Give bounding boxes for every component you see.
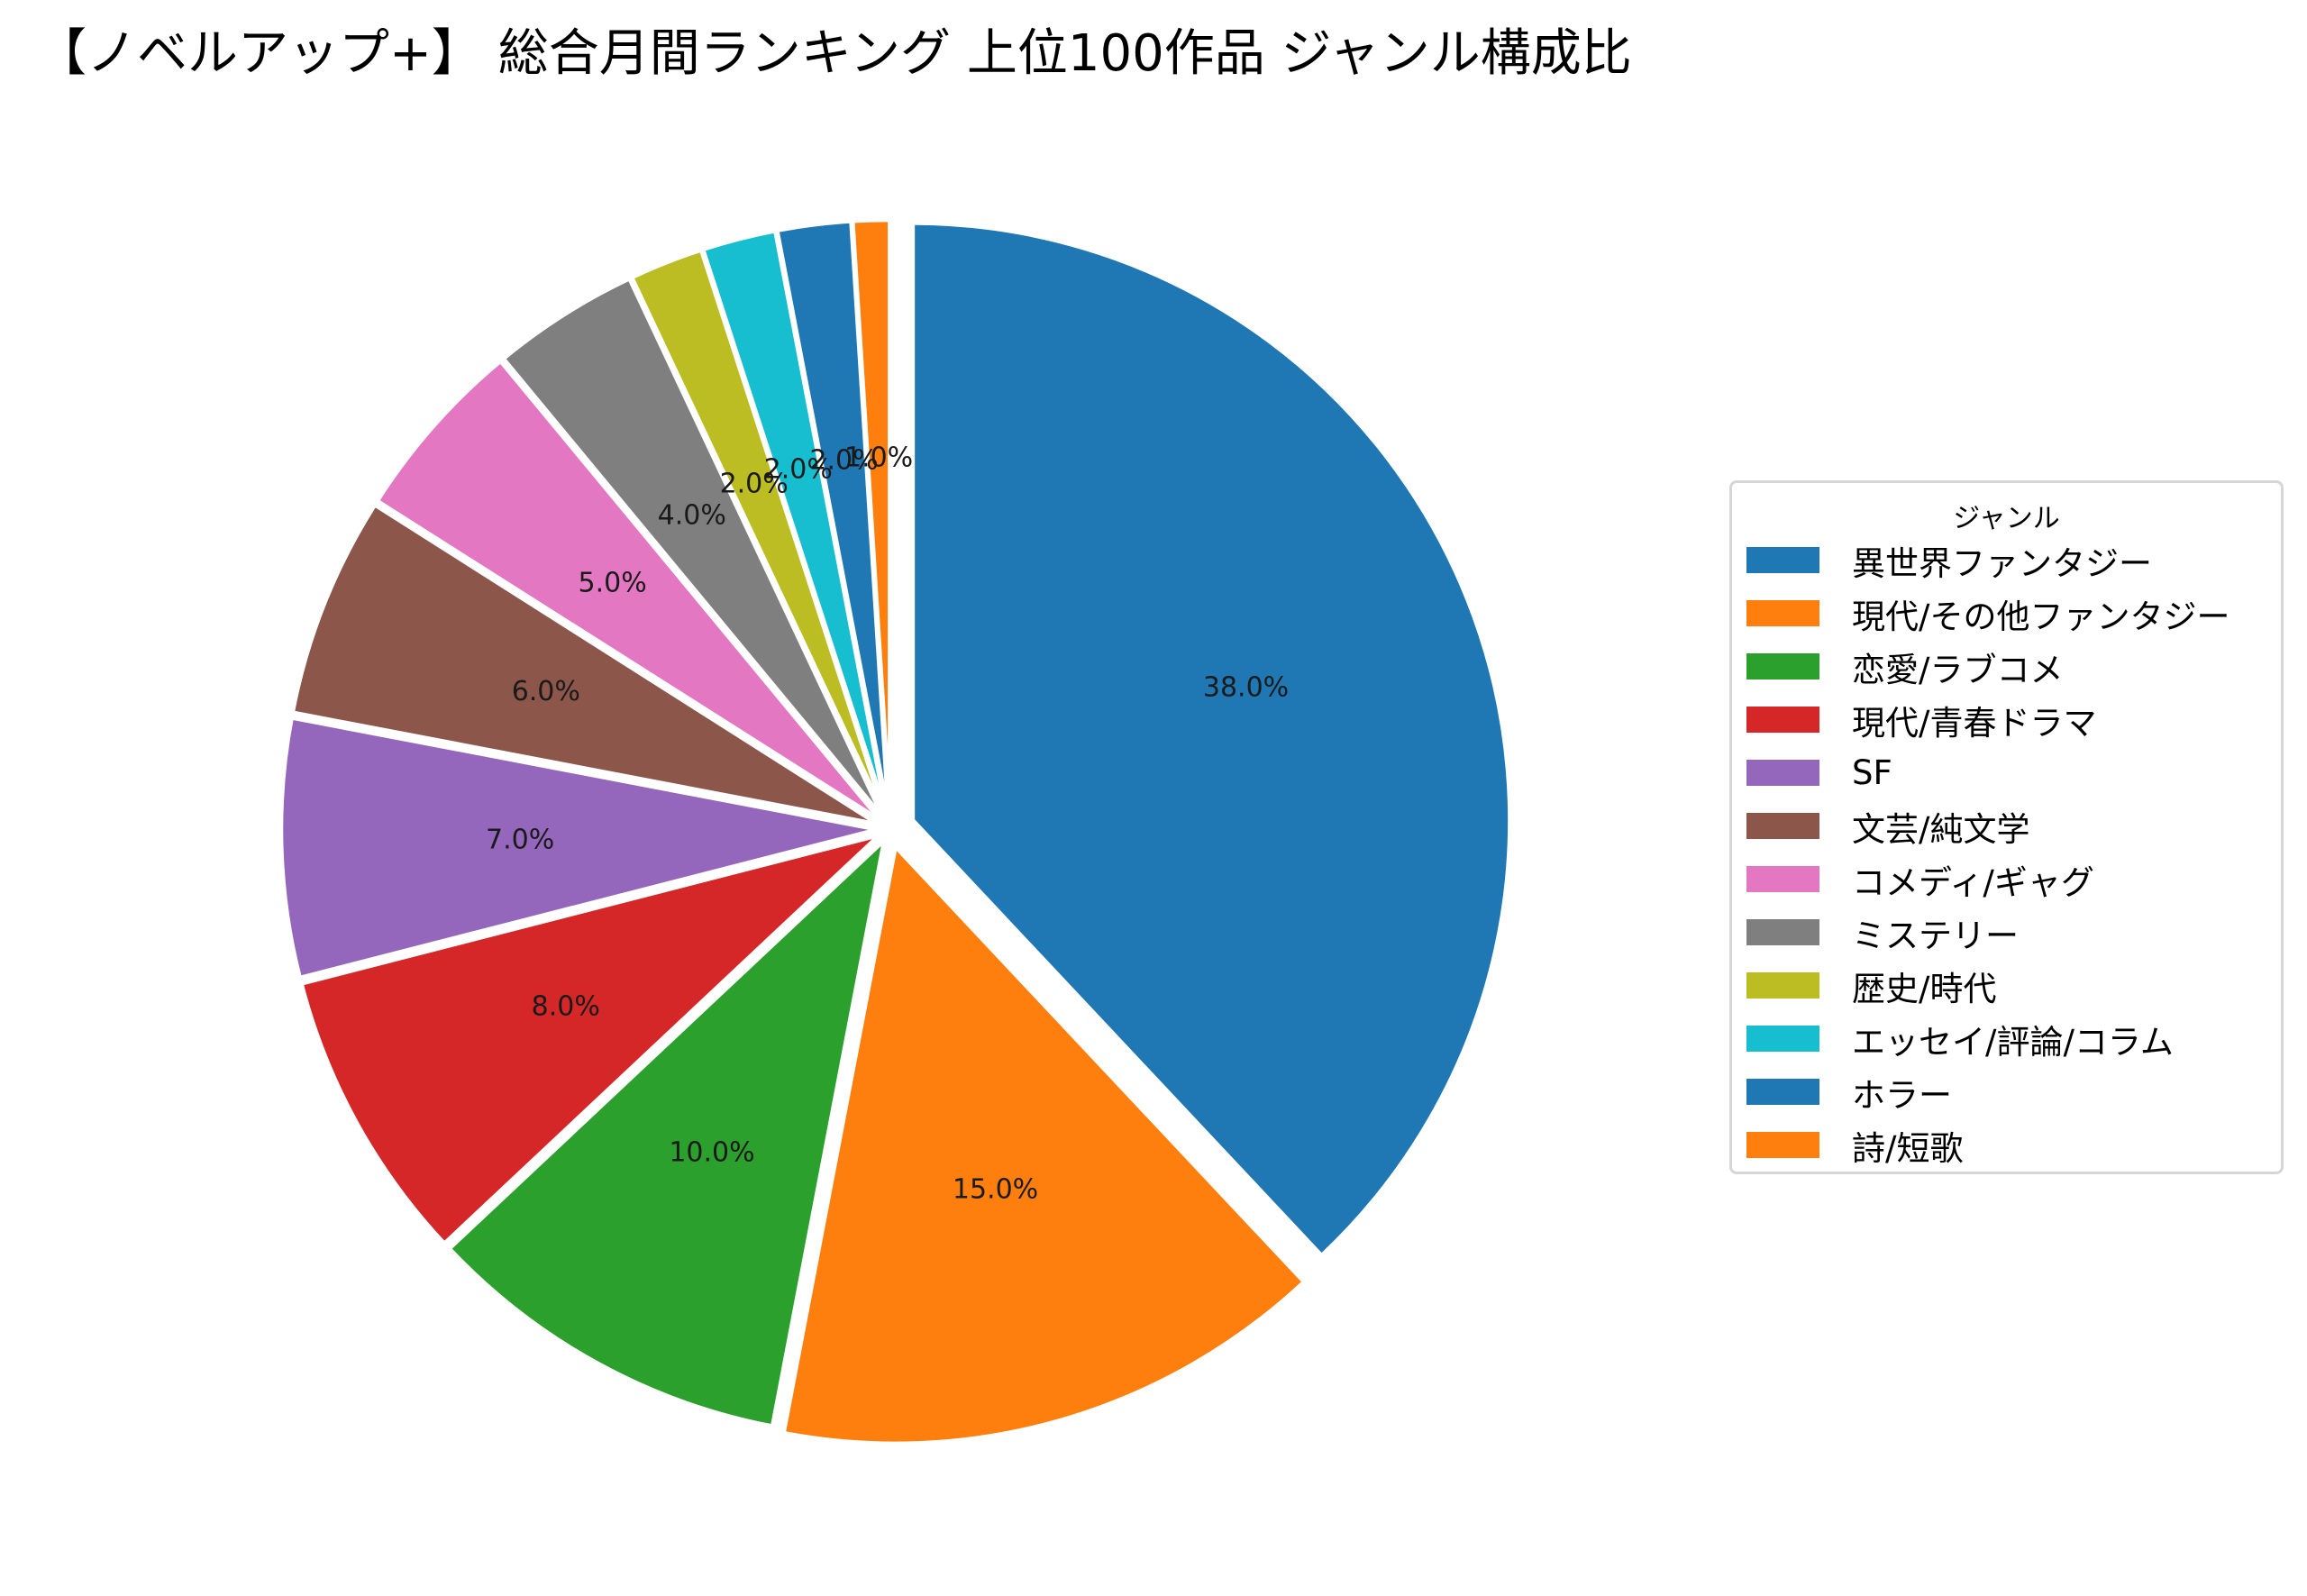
legend-swatch bbox=[1746, 972, 1819, 999]
slice-percent-label: 2.0% bbox=[809, 445, 878, 477]
pie-slices bbox=[278, 217, 1513, 1446]
legend-label: 恋愛/ラブコメ bbox=[1852, 650, 2064, 689]
legend-swatch bbox=[1746, 919, 1819, 945]
slice-percent-label: 4.0% bbox=[658, 499, 726, 531]
pie-slice bbox=[289, 502, 882, 827]
legend-item: SF bbox=[1732, 746, 2281, 799]
legend-label: 異世界ファンタジー bbox=[1852, 543, 2152, 583]
slice-percent-label: 6.0% bbox=[512, 676, 580, 707]
slice-percent-label: 5.0% bbox=[579, 568, 647, 599]
pie-slice bbox=[374, 358, 884, 824]
slice-percent-label: 10.0% bbox=[669, 1137, 754, 1169]
legend-swatch bbox=[1746, 1026, 1819, 1052]
legend-label: 詩/短歌 bbox=[1852, 1128, 1964, 1168]
legend-item: 文芸/純文学 bbox=[1732, 799, 2281, 853]
legend-item: 詩/短歌 bbox=[1732, 1118, 2281, 1172]
legend-item: 現代/その他ファンタジー bbox=[1732, 587, 2281, 640]
legend-label: 文芸/純文学 bbox=[1852, 809, 2030, 849]
slice-percent-label: 1.0% bbox=[844, 442, 913, 474]
legend-label: エッセイ/評論/コラム bbox=[1852, 1022, 2174, 1062]
legend-item: ミステリー bbox=[1732, 906, 2281, 959]
legend-label: ミステリー bbox=[1852, 916, 2019, 955]
legend-item: 異世界ファンタジー bbox=[1732, 534, 2281, 587]
slice-percent-label: 2.0% bbox=[764, 453, 833, 485]
legend-label: 現代/その他ファンタジー bbox=[1852, 597, 2230, 636]
legend-item: エッセイ/評論/コラム bbox=[1732, 1012, 2281, 1065]
legend: ジャンル 異世界ファンタジー現代/その他ファンタジー 恋愛/ラブコメ 現代/青春ドラ… bbox=[1729, 480, 2284, 1174]
legend-item: 恋愛/ラブコメ bbox=[1732, 640, 2281, 693]
pie-slice bbox=[850, 217, 893, 820]
legend-label: SF bbox=[1852, 753, 1892, 792]
chart-title: 【ノベルアップ+】 総合月間ランキング 上位100作品 ジャンル構成比 bbox=[36, 24, 1632, 83]
legend-item: ホラー bbox=[1732, 1065, 2281, 1118]
legend-item: 現代/青春ドラマ bbox=[1732, 693, 2281, 746]
legend-label: 現代/青春ドラマ bbox=[1852, 703, 2097, 743]
legend-item: コメディ/ギャグ bbox=[1732, 853, 2281, 906]
pie-slice bbox=[780, 844, 1307, 1446]
legend-swatch bbox=[1746, 1079, 1819, 1105]
slice-percent-label: 2.0% bbox=[720, 468, 789, 499]
legend-swatch bbox=[1746, 1132, 1819, 1158]
pie-slice bbox=[278, 715, 881, 980]
pie-slice bbox=[500, 276, 887, 822]
legend-title: ジャンル bbox=[1953, 503, 2060, 534]
pie-slice bbox=[446, 837, 888, 1429]
legend-item: 歴史/時代 bbox=[1732, 959, 2281, 1012]
pie-labels: 38.0%15.0%10.0%8.0%7.0%6.0%5.0%4.0%2.0%2… bbox=[486, 442, 1289, 1206]
slice-percent-label: 15.0% bbox=[953, 1174, 1038, 1206]
slice-percent-label: 8.0% bbox=[532, 991, 600, 1023]
legend-label: コメディ/ギャグ bbox=[1852, 862, 2094, 902]
slice-percent-label: 7.0% bbox=[486, 824, 554, 855]
legend-swatch bbox=[1746, 707, 1819, 733]
legend-label: ホラー bbox=[1852, 1075, 1952, 1115]
slice-percent-label: 38.0% bbox=[1203, 671, 1289, 703]
legend-swatch bbox=[1746, 653, 1819, 679]
legend-swatch bbox=[1746, 547, 1819, 573]
legend-swatch bbox=[1746, 600, 1819, 626]
legend-swatch bbox=[1746, 866, 1819, 892]
legend-label: 歴史/時代 bbox=[1852, 969, 1997, 1008]
legend-swatch bbox=[1746, 760, 1819, 786]
pie-slice bbox=[298, 832, 882, 1246]
legend-swatch bbox=[1746, 813, 1819, 839]
pie-slice bbox=[910, 220, 1513, 1259]
